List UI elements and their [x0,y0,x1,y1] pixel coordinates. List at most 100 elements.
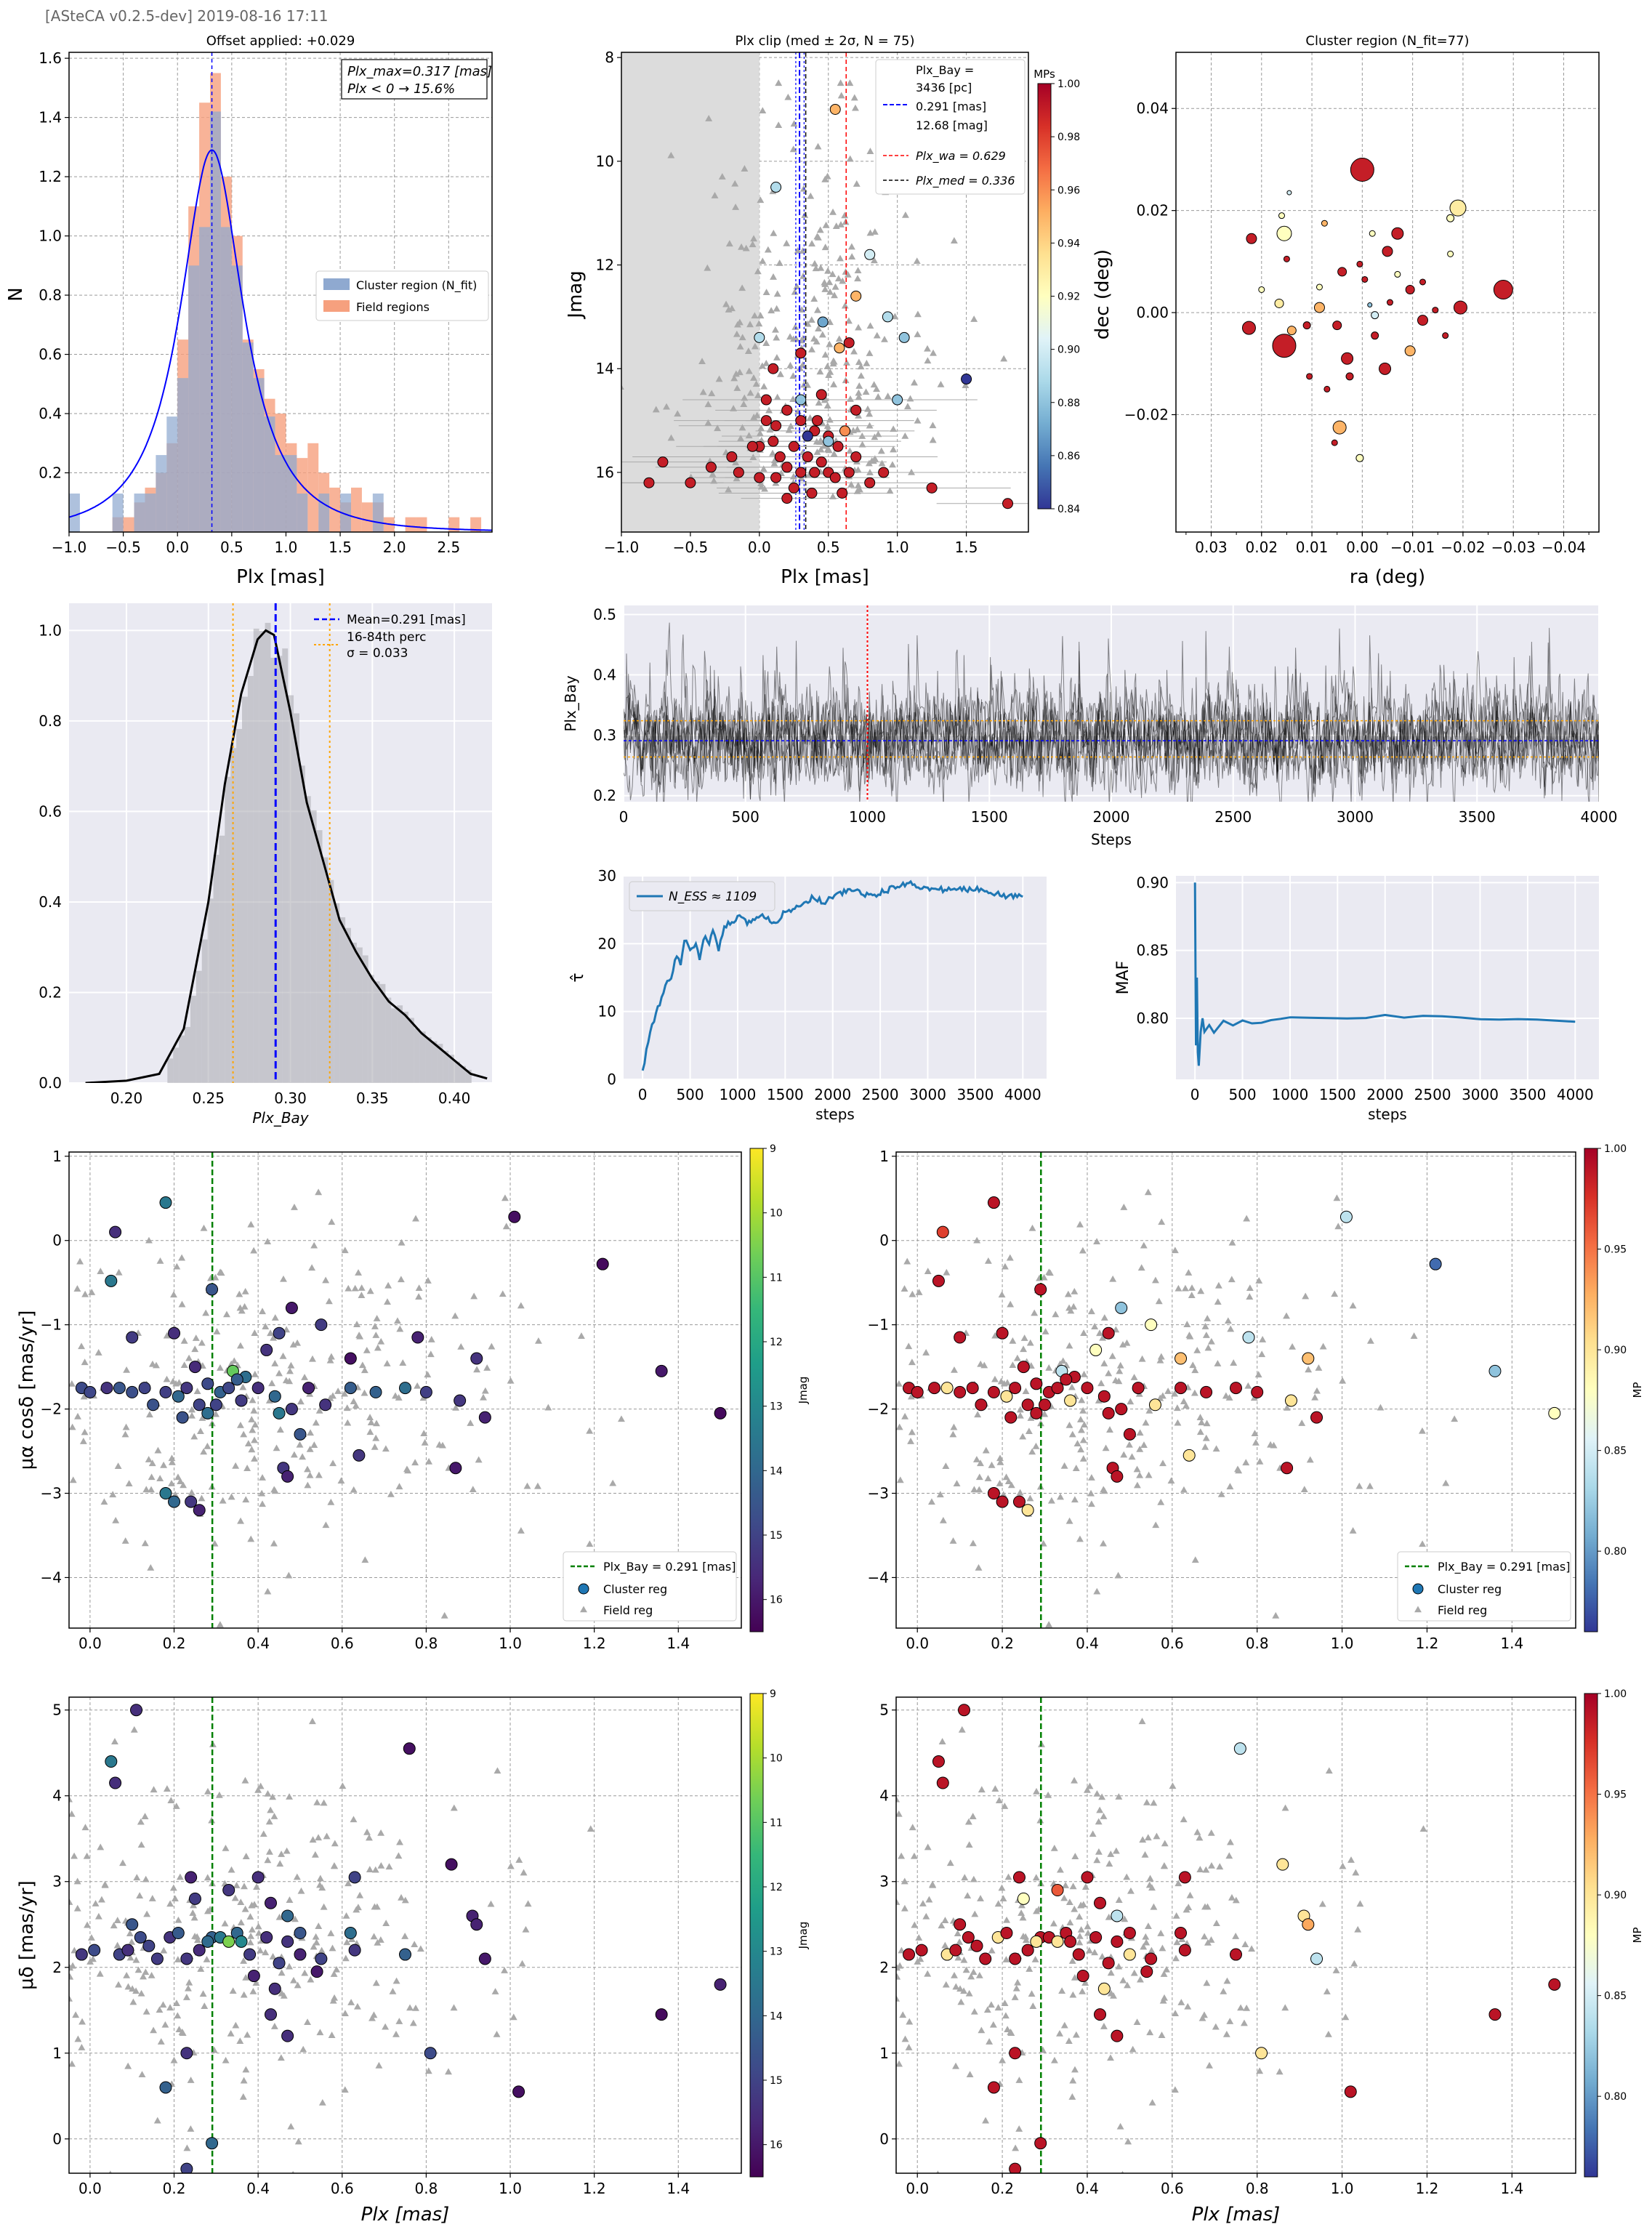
field-star [928,1498,935,1505]
field-star [123,1971,131,1978]
x-tick-label: 2.5 [437,539,460,556]
field-star [278,1969,286,1976]
field-star [16,2010,23,2017]
x-tick-label: 1.5 [329,539,352,556]
field-star [0,1398,1,1404]
field-star [1137,1976,1144,1983]
field-star [1136,1445,1144,1452]
cluster-star [1094,1896,1106,1909]
field-star [899,2011,907,2018]
field-star [1016,1406,1024,1413]
field-star [663,403,670,410]
field-star [674,410,682,417]
y-tick-label: 0 [879,2130,889,2148]
cluster-star [268,1982,281,1995]
field-star [1031,1309,1039,1316]
field-star [1193,1346,1201,1353]
field-star [831,291,838,299]
field-star [1083,1786,1091,1793]
field-star [1057,1493,1064,1500]
field-star [1091,1323,1099,1329]
field-star [775,121,783,129]
y-axis-label: μα cosδ [mas/yr] [16,1310,38,1470]
x-tick-label: 1.0 [1331,2180,1354,2197]
field-star [759,465,767,472]
field-star [396,1838,403,1845]
cluster-star [1379,362,1392,375]
cluster-star [454,1394,467,1407]
cluster-star [655,1364,668,1377]
cluster-star [770,420,782,432]
field-star [421,1438,429,1446]
x-tick-label: −1.0 [52,539,87,556]
cluster-star [746,440,758,452]
field-star [384,1298,391,1305]
posterior-hist-bar [339,917,346,1083]
field-star [879,1843,886,1850]
field-star [311,1851,319,1858]
field-star [126,1930,134,1936]
field-star [1216,1863,1224,1870]
field-star [1062,1882,1070,1888]
x-tick-label: 0.01 [1296,539,1329,556]
field-star [523,1482,531,1489]
field-star [1217,1490,1225,1497]
field-star [452,1404,460,1411]
field-star [905,1342,913,1350]
field-star [382,2023,390,2030]
cluster-star [878,467,890,478]
field-star [1202,1434,1210,1441]
legend-text: Plx_Bay = [916,63,974,78]
hist-bar-cluster [156,455,167,532]
y-tick-label: 0.2 [39,464,62,482]
posterior-hist-bar [362,955,368,1083]
field-star [1079,1247,1087,1254]
cluster-star [733,467,744,478]
field-star [78,2018,86,2025]
field-star [874,393,882,400]
colorbar-tick-label: 15 [770,2075,783,2087]
field-star [1246,1293,1254,1300]
field-star [1242,1459,1250,1466]
cluster-star [1356,260,1363,267]
legend-box [629,881,775,911]
field-star [987,2001,995,2008]
field-star [59,1896,66,1903]
cluster-star [344,1927,357,1940]
field-star [310,1241,318,1249]
field-star [1171,1247,1179,1254]
posterior-hist-bar [247,676,254,1083]
cluster-star [795,467,807,478]
field-star [491,1988,499,1994]
field-star [509,2013,517,2021]
y-tick-label: 1 [879,1148,889,1165]
cluster-star [987,1385,1000,1398]
field-star [264,1587,272,1595]
field-star [866,148,874,154]
field-star [31,2005,38,2012]
field-star [1108,1352,1116,1359]
field-star [69,1973,74,1980]
cluster-star [903,1948,916,1961]
x-tick-label: 0.02 [1246,539,1278,556]
cluster-star [1453,300,1467,315]
field-star [286,1896,294,1903]
field-star [1013,1354,1021,1361]
cluster-star [850,404,862,416]
legend-marker [1412,1583,1424,1595]
field-star [323,1832,331,1840]
field-star [148,1895,156,1901]
field-star [169,1884,177,1891]
cluster-star [1094,2008,1106,2021]
cluster-star [180,1952,193,1965]
field-star [232,2021,240,2029]
field-star [1180,1398,1188,1405]
y-tick-label: 0.5 [593,605,616,623]
legend-swatch [323,300,350,312]
field-star [901,432,909,439]
field-star [239,2093,247,2100]
field-star [896,1995,900,2002]
field-star [299,2045,307,2053]
cluster-star [832,440,844,452]
